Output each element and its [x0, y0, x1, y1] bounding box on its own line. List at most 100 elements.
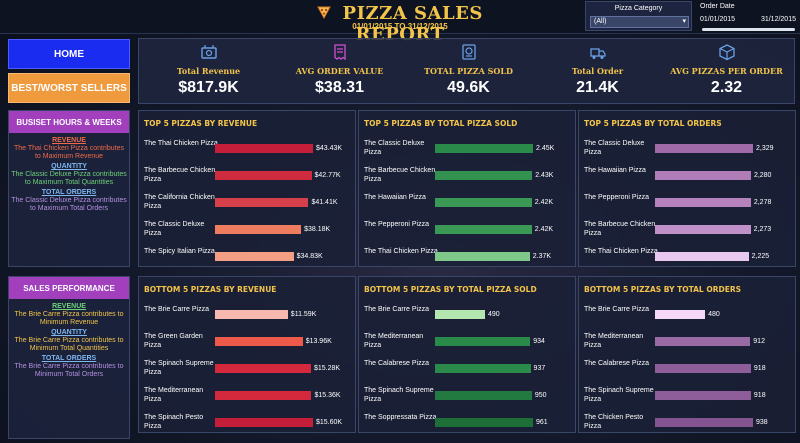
bar[interactable]	[655, 310, 706, 319]
kpi-avg-pizzas-per-order: AVG PIZZAS PER ORDER 2.32	[661, 39, 792, 105]
chart-title: BOTTOM 5 PIZZAS BY TOTAL PIZZA SOLD	[364, 285, 537, 294]
bar[interactable]	[435, 171, 533, 180]
bar-category-label: The Spinach Supreme Pizza	[584, 387, 654, 403]
bar-row: The Mediterranean Pizza $15.36K	[139, 386, 355, 406]
bar[interactable]	[435, 144, 533, 153]
bar-value-label: 934	[533, 338, 545, 345]
bar[interactable]	[655, 418, 753, 427]
kpi-value: 2.32	[710, 79, 743, 96]
bar-value-label: $34.83K	[296, 253, 323, 260]
bar-category-label: The Green Garden Pizza	[144, 333, 203, 349]
bar[interactable]	[435, 337, 531, 346]
bar[interactable]	[215, 252, 294, 261]
busiest-hours-button[interactable]: BUSISET HOURS & WEEKS	[9, 111, 129, 133]
order-date-filter[interactable]: Order Date 01/01/2015 31/12/2015	[697, 1, 800, 31]
bar-row: The Barbecue Chicken Pizza $42.77K	[139, 166, 355, 186]
bar-value-label: 2.42K	[534, 226, 554, 233]
bar-category-label: The Thai Chicken Pizza	[144, 140, 218, 147]
bar-row: The Barbecue Chicken Pizza 2,273	[579, 220, 795, 240]
bar[interactable]	[215, 337, 303, 346]
bar[interactable]	[655, 252, 749, 261]
bar-value-label: 490	[487, 311, 500, 318]
bar[interactable]	[215, 144, 313, 153]
date-range: 01/01/2015 TO 31/12/2015	[352, 22, 448, 31]
pizza-category-value: (All)	[594, 18, 607, 25]
chart-title: TOP 5 PIZZAS BY TOTAL PIZZA SOLD	[364, 119, 518, 128]
bar-category-label: The Mediterranean Pizza	[364, 333, 424, 349]
bar-row: The Brie Carre Pizza $11.59K	[139, 305, 355, 325]
bar[interactable]	[215, 418, 313, 427]
top5-pizza-sold-chart: TOP 5 PIZZAS BY TOTAL PIZZA SOLD The Clas…	[358, 110, 576, 267]
bar[interactable]	[215, 310, 288, 319]
bar[interactable]	[435, 225, 532, 234]
kpi-label: AVG ORDER VALUE	[295, 66, 384, 76]
bottom5-pizza-sold-chart: BOTTOM 5 PIZZAS BY TOTAL PIZZA SOLD The B…	[358, 276, 576, 433]
bar-value-label: 2,280	[753, 172, 772, 179]
bar-row: The Spinach Pesto Pizza $15.60K	[139, 413, 355, 433]
bar[interactable]	[435, 198, 532, 207]
kpi-value: 49.6K	[447, 79, 490, 96]
bar-category-label: The Pepperoni Pizza	[364, 221, 429, 228]
bar[interactable]	[655, 198, 751, 207]
summary-text: The Brie Carre Pizza contributes to Mini…	[14, 311, 124, 326]
bar[interactable]	[435, 418, 533, 427]
chevron-down-icon[interactable]: ▾	[682, 18, 686, 25]
bar-row: The Mediterranean Pizza 934	[359, 332, 575, 352]
sales-performance-panel: SALES PERFORMANCE REVENUE The Brie Carre …	[8, 276, 130, 439]
bottom5-revenue-chart: BOTTOM 5 PIZZAS BY REVENUE The Brie Carre…	[138, 276, 356, 433]
order-date-slider[interactable]	[702, 28, 795, 31]
sales-performance-button[interactable]: SALES PERFORMANCE	[9, 277, 129, 299]
home-button[interactable]: HOME	[8, 39, 130, 69]
bar-category-label: The Hawaiian Pizza	[584, 167, 646, 174]
pizza-slice-icon	[317, 6, 336, 23]
bar-category-label: The Spinach Supreme Pizza	[144, 360, 214, 376]
kpi-row: Total Revenue $817.9K AVG ORDER VALUE $3…	[138, 38, 795, 104]
chart-title: TOP 5 PIZZAS BY TOTAL ORDERS	[584, 119, 722, 128]
pizza-category-select[interactable]: (All) ▾	[590, 16, 689, 28]
bar-category-label: The Barbecue Chicken Pizza	[584, 221, 656, 237]
top5-revenue-chart: TOP 5 PIZZAS BY REVENUE The Thai Chicken …	[138, 110, 356, 267]
summary-heading: REVENUE	[52, 137, 86, 144]
bar[interactable]	[655, 144, 753, 153]
bar-category-label: The Classic Deluxe Pizza	[144, 221, 205, 237]
bar[interactable]	[435, 252, 530, 261]
bar[interactable]	[435, 364, 531, 373]
bar-row: The Brie Carre Pizza 480	[579, 305, 795, 325]
bar[interactable]	[215, 198, 309, 207]
kpi-total-order: Total Order 21.4K	[532, 39, 663, 105]
bar-row: The Spinach Supreme Pizza $15.28K	[139, 359, 355, 379]
bar-value-label: 2,273	[753, 226, 772, 233]
best-worst-sellers-button[interactable]: BEST/WORST SELLERS	[8, 73, 130, 103]
summary-heading: QUANTITY	[51, 163, 87, 170]
bar[interactable]	[655, 171, 751, 180]
bar-category-label: The Calabrese Pizza	[584, 360, 649, 367]
summary-text: The Brie Carre Pizza contributes to Mini…	[14, 363, 124, 378]
summary-heading: QUANTITY	[51, 329, 87, 336]
bar-row: The Spicy Italian Pizza $34.83K	[139, 247, 355, 267]
bar[interactable]	[435, 391, 532, 400]
delivery-icon	[532, 43, 663, 61]
bar[interactable]	[215, 391, 312, 400]
summary-text: The Thai Chicken Pizza contributes to Ma…	[14, 145, 124, 160]
bar[interactable]	[655, 225, 751, 234]
bar[interactable]	[215, 171, 312, 180]
kpi-total-revenue: Total Revenue $817.9K	[143, 39, 274, 105]
bar-row: The Green Garden Pizza $13.96K	[139, 332, 355, 352]
bar[interactable]	[655, 337, 751, 346]
kpi-value: $38.31	[315, 79, 364, 96]
bar-value-label: 2,225	[751, 253, 770, 260]
bar-category-label: The Barbecue Chicken Pizza	[144, 167, 216, 183]
bar[interactable]	[655, 391, 751, 400]
bar[interactable]	[215, 225, 302, 234]
bar[interactable]	[435, 310, 485, 319]
kpi-label: TOTAL PIZZA SOLD	[424, 66, 513, 76]
bar-category-label: The Thai Chicken Pizza	[364, 248, 438, 255]
summary-heading: REVENUE	[52, 303, 86, 310]
pizza-category-filter[interactable]: Pizza Category (All) ▾	[585, 1, 692, 31]
bar-row: The Hawaiian Pizza 2.42K	[359, 193, 575, 213]
kpi-total-pizza-sold: TOTAL PIZZA SOLD 49.6K	[403, 39, 534, 105]
bar[interactable]	[655, 364, 751, 373]
summary-text: The Brie Carre Pizza contributes to Mini…	[14, 337, 124, 352]
summary-heading: TOTAL ORDERS	[41, 189, 97, 196]
bar[interactable]	[215, 364, 311, 373]
